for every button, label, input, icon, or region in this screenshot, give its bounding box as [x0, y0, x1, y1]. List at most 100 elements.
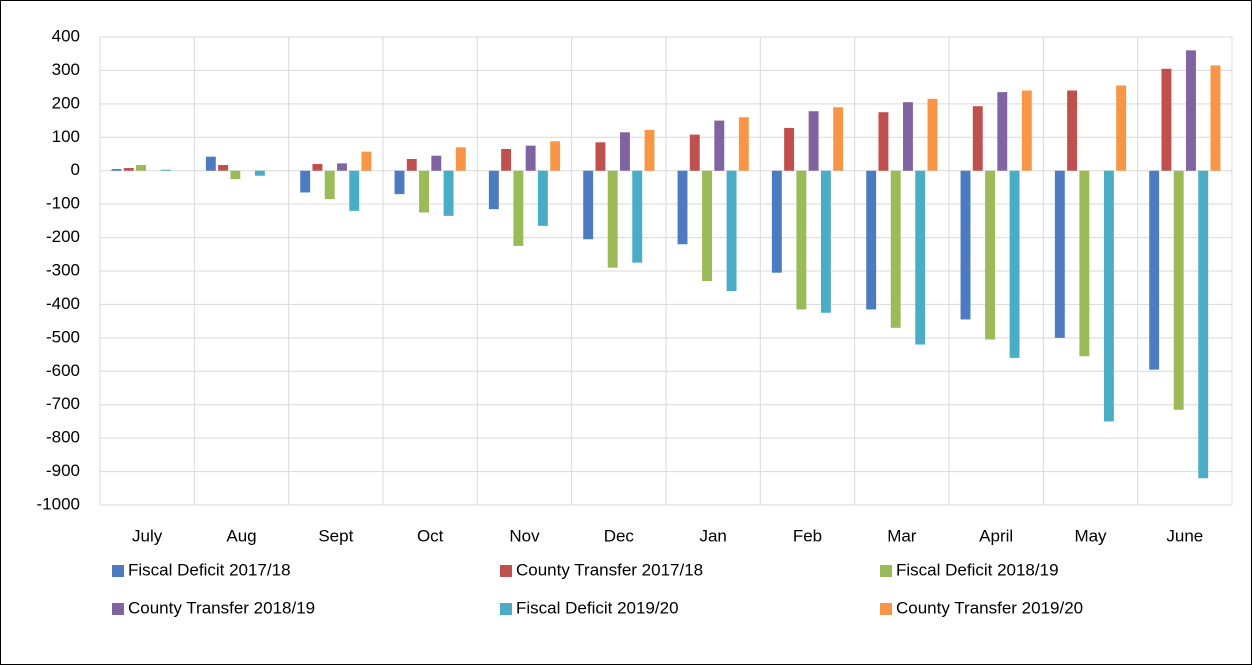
y-tick-label: -200: [46, 227, 80, 246]
bar: [677, 170, 688, 245]
bar: [644, 129, 655, 171]
legend-swatch: [880, 603, 892, 615]
bar: [890, 170, 901, 328]
bar: [1009, 170, 1020, 358]
bar: [550, 141, 561, 171]
bar: [300, 170, 311, 193]
bar: [771, 170, 782, 273]
y-tick-label: -100: [46, 194, 80, 213]
y-tick-label: -500: [46, 327, 80, 346]
bar: [205, 156, 216, 171]
y-tick-label: 400: [52, 26, 80, 45]
legend-swatch: [112, 603, 124, 615]
bar: [1079, 170, 1090, 357]
x-tick-label: June: [1166, 526, 1203, 545]
bar: [419, 170, 429, 213]
x-tick-label: April: [979, 526, 1013, 545]
bar: [525, 145, 536, 171]
bar: [394, 170, 405, 195]
bar: [431, 155, 442, 171]
y-tick-label: 0: [71, 160, 80, 179]
legend-label: County Transfer 2017/18: [516, 560, 703, 579]
bar: [537, 170, 548, 226]
bar: [160, 169, 171, 171]
x-tick-label: Nov: [509, 526, 540, 545]
legend-swatch: [880, 565, 892, 577]
y-tick-label: -800: [46, 428, 80, 447]
x-tick-label: Jan: [699, 526, 726, 545]
bar: [1103, 170, 1114, 422]
y-tick-label: -900: [46, 461, 80, 480]
x-tick-label: Oct: [417, 526, 444, 545]
x-tick-label: Feb: [793, 526, 822, 545]
bar: [726, 170, 737, 292]
bar: [501, 148, 512, 171]
bar: [702, 170, 712, 282]
legend-swatch: [500, 565, 512, 577]
legend-label: County Transfer 2018/19: [128, 598, 315, 617]
bar: [1198, 170, 1209, 479]
bar: [915, 170, 926, 345]
x-tick-label: May: [1074, 526, 1107, 545]
bar: [620, 132, 630, 171]
bar: [136, 165, 146, 171]
bar: [607, 170, 618, 268]
y-tick-label: 200: [52, 93, 80, 112]
legend-label: Fiscal Deficit 2018/19: [896, 560, 1059, 579]
bar: [218, 165, 229, 171]
bar: [1116, 85, 1127, 171]
y-tick-label: -400: [46, 294, 80, 313]
bar: [927, 98, 938, 171]
bar: [349, 170, 360, 211]
legend-label: County Transfer 2019/20: [896, 598, 1083, 617]
bar: [738, 117, 749, 171]
bar: [337, 163, 347, 171]
legend-label: Fiscal Deficit 2017/18: [128, 560, 291, 579]
bar: [488, 170, 499, 210]
bar: [406, 159, 417, 171]
bar: [111, 169, 122, 171]
legend-swatch: [500, 603, 512, 615]
y-tick-label: -600: [46, 361, 80, 380]
y-tick-label: 300: [52, 60, 80, 79]
y-tick-label: 100: [52, 127, 80, 146]
bar: [583, 170, 594, 240]
bar: [123, 168, 134, 171]
bar: [1210, 65, 1221, 171]
bar: [361, 151, 372, 171]
bar: [808, 111, 819, 171]
bar: [833, 107, 844, 171]
bar: [1186, 50, 1196, 171]
bar: [1161, 68, 1172, 171]
bar: [689, 134, 700, 171]
bar: [230, 170, 241, 180]
bar: [1173, 170, 1184, 410]
bar: [324, 170, 335, 200]
bar: [254, 170, 265, 176]
bar: [714, 120, 725, 171]
x-tick-label: July: [132, 526, 163, 545]
bar: [820, 170, 831, 313]
y-tick-label: -1000: [37, 494, 80, 513]
bar: [443, 170, 454, 216]
bar: [903, 102, 913, 171]
y-tick-label: -300: [46, 260, 80, 279]
bar: [1054, 170, 1065, 338]
bar: [878, 112, 889, 171]
x-tick-label: Sept: [318, 526, 353, 545]
bar: [513, 170, 524, 246]
bar: [1021, 90, 1032, 171]
x-tick-label: Aug: [226, 526, 256, 545]
bar: [312, 164, 323, 171]
bar: [972, 106, 983, 171]
bar: [866, 170, 877, 310]
y-tick-label: -700: [46, 394, 80, 413]
bar: [1149, 170, 1160, 370]
bar: [960, 170, 971, 320]
x-tick-label: Mar: [887, 526, 917, 545]
x-tick-label: Dec: [604, 526, 635, 545]
bar: [997, 92, 1008, 171]
bar: [595, 142, 606, 171]
bar: [455, 147, 466, 171]
